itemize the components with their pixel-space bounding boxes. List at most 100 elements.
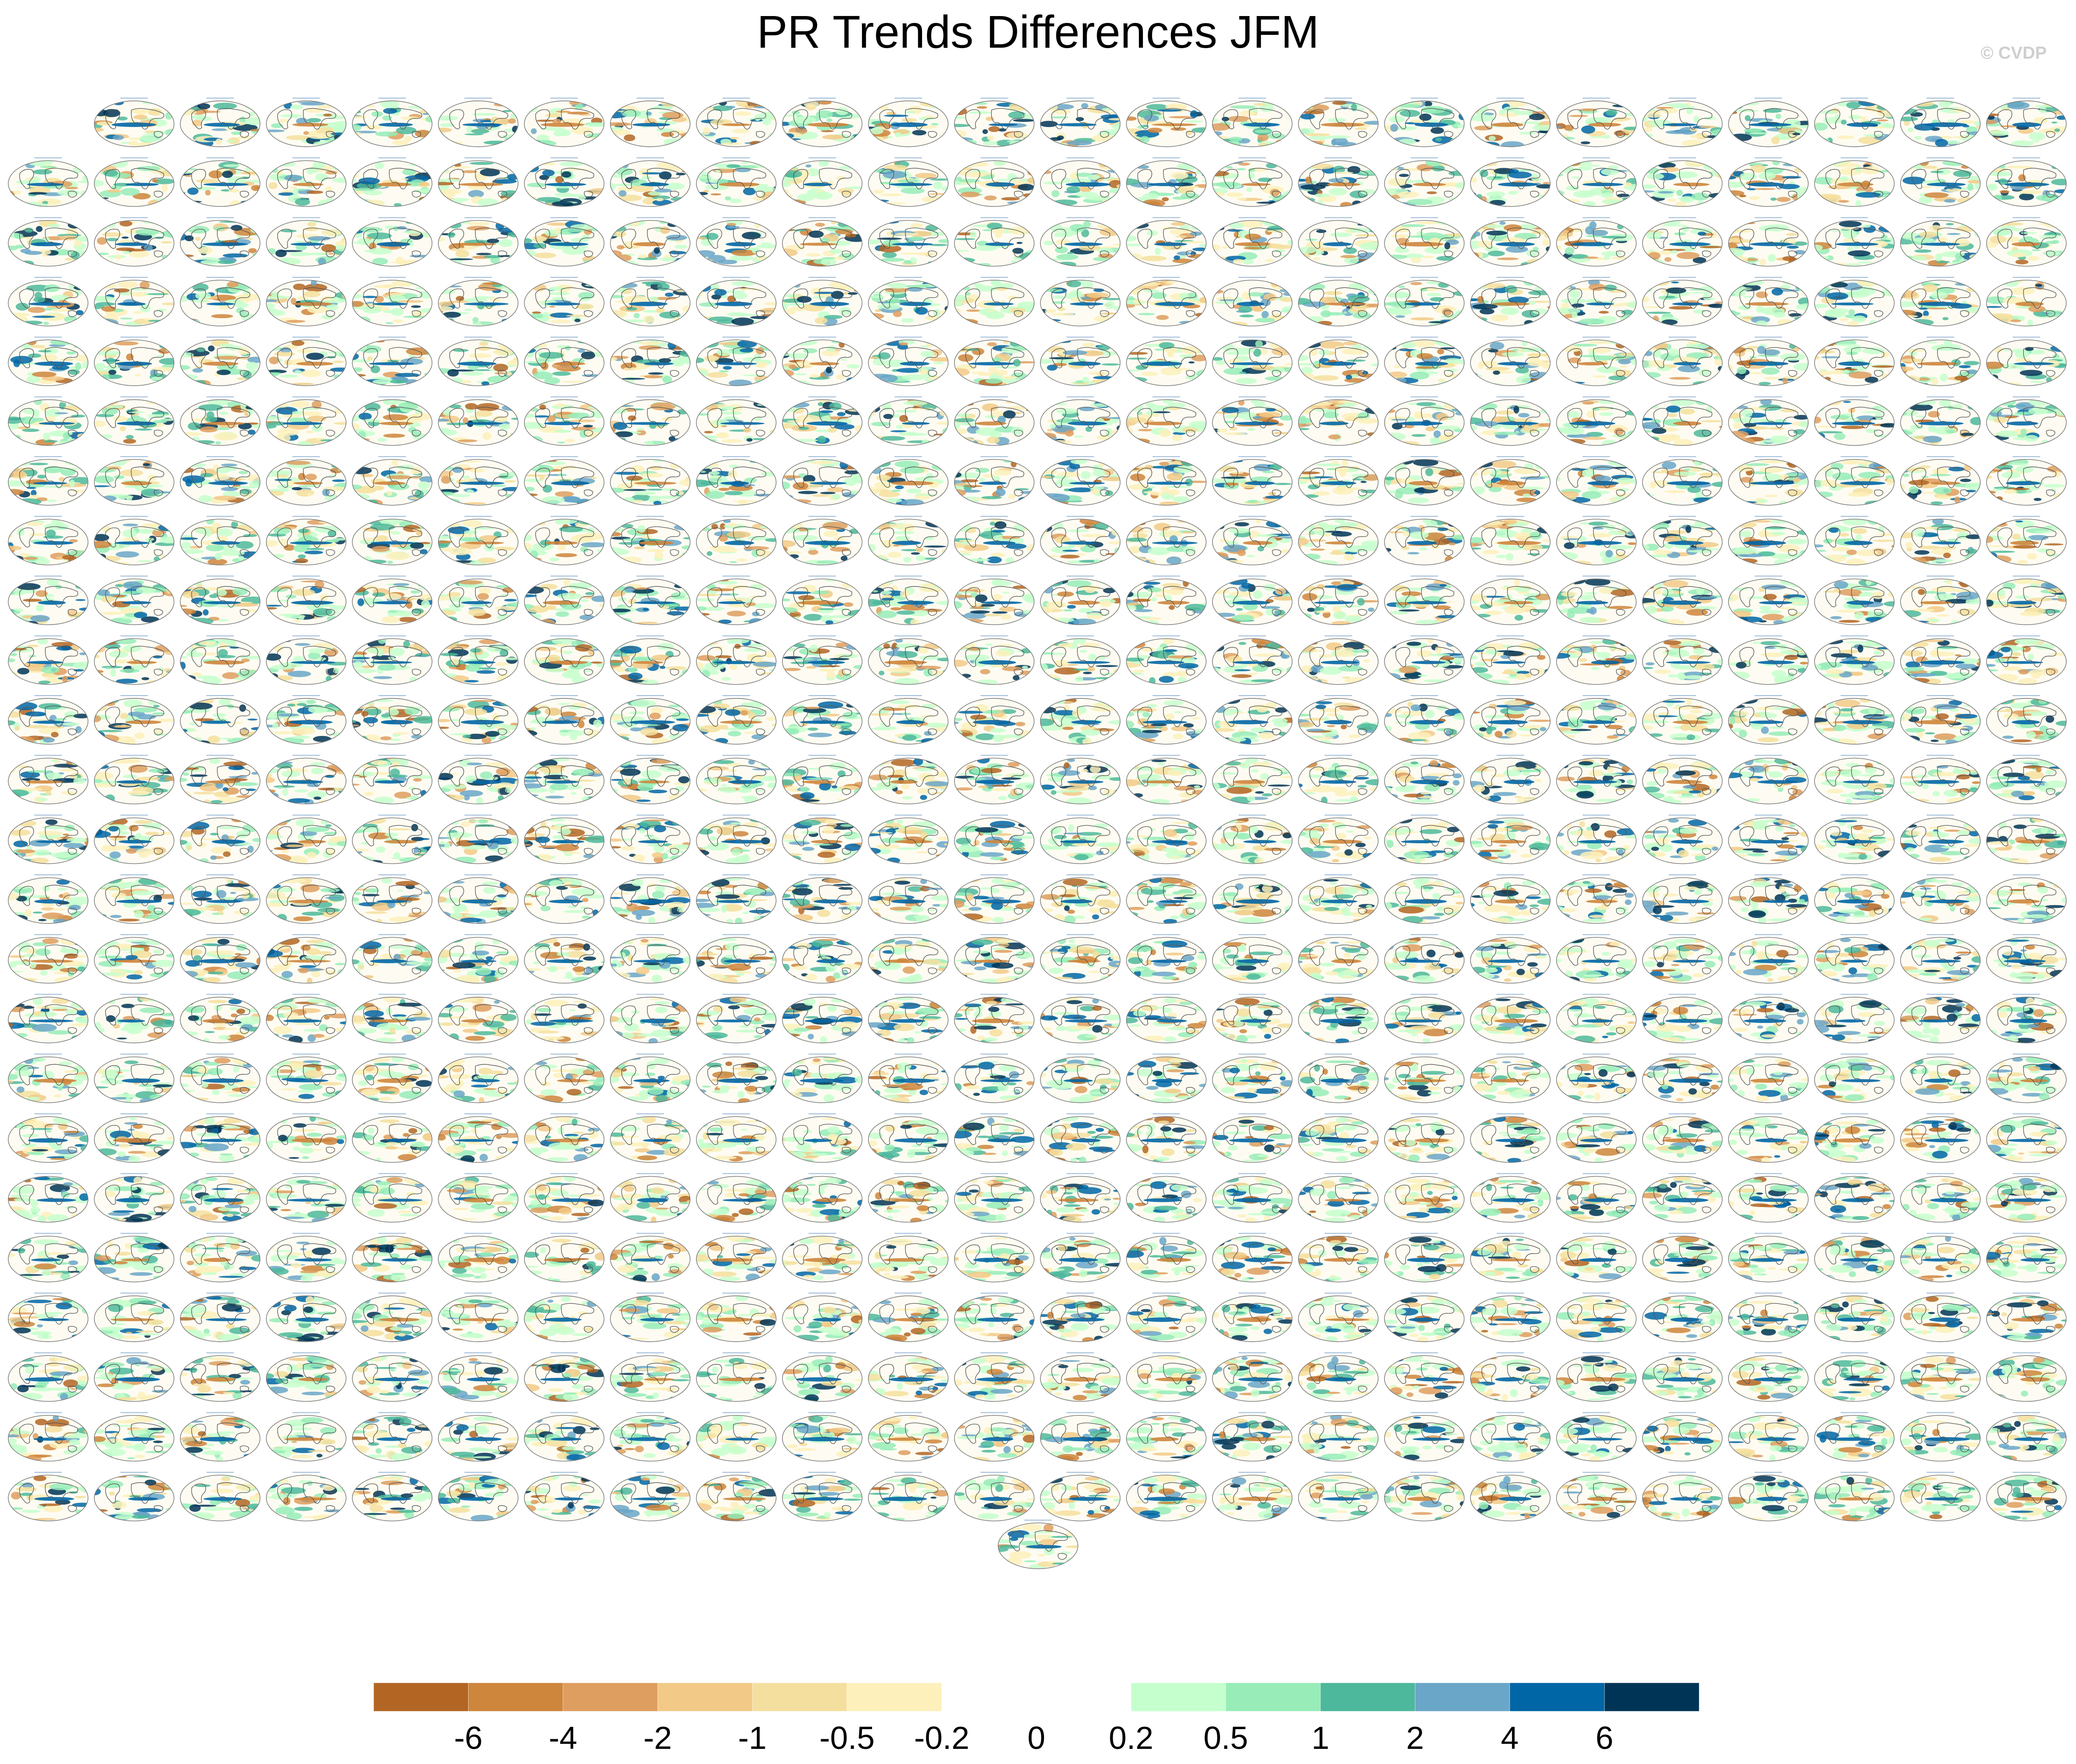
map-panel-r20-c21 [1814,1293,1895,1342]
map-panel-r1-c4 [352,157,433,207]
map-panel-r4-c21 [1814,337,1895,386]
map-panel-r19-c3 [266,1233,347,1283]
map-panel-r22-c11 [954,1412,1035,1462]
map-panel-r14-c7 [610,934,690,984]
map-panel-r2-c23 [1986,217,2067,267]
map-panel-r10-c9 [782,695,863,745]
map-panel-r0-c5 [438,98,519,147]
map-panel-r1-c1 [94,157,175,207]
map-panel-r14-c12 [1040,934,1121,984]
map-panel-r2-c9 [782,217,863,267]
map-panel-r14-c4 [352,934,433,984]
map-panel-r1-c8 [696,157,777,207]
map-panel-r18-c19 [1642,1173,1723,1223]
map-panel-r8-c7 [610,575,690,625]
map-panel-r20-c9 [782,1293,863,1342]
map-panel-r22-c14 [1212,1412,1293,1462]
map-panel-r23-c13 [1126,1471,1207,1521]
map-panel-r17-c11 [954,1113,1035,1163]
map-panel-r16-c14 [1212,1053,1293,1103]
map-panel-r4-c22 [1900,337,1981,386]
map-panel-r19-c7 [610,1233,690,1283]
map-panel-r15-c18 [1556,994,1637,1044]
map-panel-r21-c21 [1814,1352,1895,1402]
map-panel-r21-c11 [954,1352,1035,1402]
map-panel-r22-c3 [266,1412,347,1462]
map-panel-r14-c0 [8,934,88,984]
map-panel-r2-c2 [180,217,260,267]
map-panel-r17-c21 [1814,1113,1895,1163]
map-panel-r21-c2 [180,1352,260,1402]
map-panel-r17-c1 [94,1113,175,1163]
map-panel-r1-c0 [8,157,88,207]
colorbar-bin-6 [941,1682,1037,1712]
map-panel-r9-c13 [1126,635,1207,685]
map-panel-r1-c19 [1642,157,1723,207]
map-panel-r0-c9 [782,98,863,147]
map-panel-r12-c12 [1040,814,1121,864]
map-panel-r21-c14 [1212,1352,1293,1402]
map-panel-r13-c6 [524,874,605,924]
map-panel-r19-c6 [524,1233,605,1283]
map-panel-r0-c3 [266,98,347,147]
map-panel-r18-c17 [1470,1173,1551,1223]
colorbar-tick-label-2: -2 [643,1720,672,1756]
map-panel-r8-c8 [696,575,777,625]
map-panel-r23-c15 [1298,1471,1379,1521]
map-panel-r1-c23 [1986,157,2067,207]
map-panel-r5-c10 [868,396,949,446]
map-panel-r8-c1 [94,575,175,625]
map-panel-r5-c8 [696,396,777,446]
map-panel-r1-c5 [438,157,519,207]
map-panel-r8-c18 [1556,575,1637,625]
map-panel-r2-c12 [1040,217,1121,267]
map-panel-r18-c23 [1986,1173,2067,1223]
map-panel-r6-c8 [696,456,777,506]
map-panel-r15-c16 [1384,994,1465,1044]
map-panel-r19-c17 [1470,1233,1551,1283]
cvdp-watermark: © CVDP [1981,44,2047,63]
map-panel-r10-c19 [1642,695,1723,745]
map-panel-r13-c3 [266,874,347,924]
map-panel-r9-c8 [696,635,777,685]
map-panel-r8-c13 [1126,575,1207,625]
map-panel-r3-c11 [954,276,1035,326]
map-panel-r14-c21 [1814,934,1895,984]
map-panel-r10-c11 [954,695,1035,745]
map-panel-r23-c8 [696,1471,777,1521]
map-panel-r17-c13 [1126,1113,1207,1163]
map-panel-r21-c17 [1470,1352,1551,1402]
map-panel-r16-c23 [1986,1053,2067,1103]
map-panel-r8-c23 [1986,575,2067,625]
map-panel-r21-c20 [1728,1352,1809,1402]
map-panel-r5-c13 [1126,396,1207,446]
map-panel-r6-c3 [266,456,347,506]
map-panel-r19-c2 [180,1233,260,1283]
map-panel-r14-c17 [1470,934,1551,984]
map-panel-r7-c10 [868,516,949,565]
map-panel-r20-c6 [524,1293,605,1342]
map-panel-r6-c15 [1298,456,1379,506]
map-panel-r21-c4 [352,1352,433,1402]
map-panel-r22-c23 [1986,1412,2067,1462]
map-panel-r12-c7 [610,814,690,864]
map-panel-r9-c10 [868,635,949,685]
map-panel-r18-c20 [1728,1173,1809,1223]
map-panel-r10-c2 [180,695,260,745]
map-panel-r3-c9 [782,276,863,326]
map-panel-r10-c10 [868,695,949,745]
map-panel-r6-c6 [524,456,605,506]
map-panel-r5-c14 [1212,396,1293,446]
map-panel-r16-c21 [1814,1053,1895,1103]
map-panel-r19-c1 [94,1233,175,1283]
map-panel-r15-c6 [524,994,605,1044]
map-panel-r15-c3 [266,994,347,1044]
map-panel-r4-c2 [180,337,260,386]
map-panel-r7-c21 [1814,516,1895,565]
map-panel-r10-c1 [94,695,175,745]
map-panel-r1-c12 [1040,157,1121,207]
map-panel-r11-c1 [94,755,175,805]
colorbar-tick-label-4: -0.5 [819,1720,875,1756]
map-panel-r16-c2 [180,1053,260,1103]
map-panel-r11-c13 [1126,755,1207,805]
